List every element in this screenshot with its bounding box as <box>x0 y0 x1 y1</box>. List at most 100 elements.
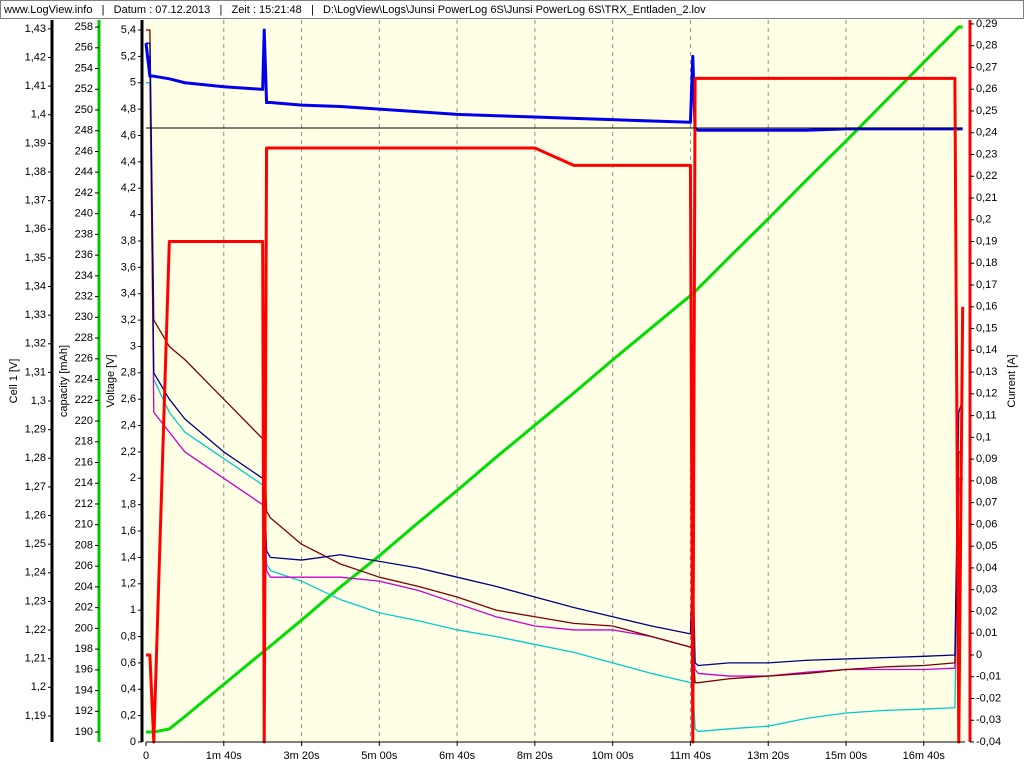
y-tick-label: 202 <box>75 602 93 614</box>
y-tick-label: 1,29 <box>25 424 46 436</box>
y-tick-label: 236 <box>75 249 93 261</box>
x-tick-label: 10m 00s <box>592 750 635 762</box>
y-tick-label: 0,8 <box>121 630 136 642</box>
grid <box>223 20 925 742</box>
y-tick-label: 1,39 <box>25 137 46 149</box>
y-tick-label: 1,32 <box>25 338 46 350</box>
y-tick-label: 200 <box>75 622 93 634</box>
y-tick-label: 2,4 <box>121 419 136 431</box>
x-tick-label: 11m 40s <box>670 750 712 762</box>
y-tick-label: 1,6 <box>121 525 136 537</box>
y-tick-label: 4 <box>130 209 136 221</box>
y-tick-label: 0,04 <box>976 562 997 574</box>
y-axis-title: Voltage [V] <box>105 354 117 407</box>
y-tick-label: 0,07 <box>976 497 997 509</box>
y-tick-label: 0,24 <box>976 127 997 139</box>
y-tick-label: 226 <box>75 353 93 365</box>
y-tick-label: 220 <box>75 415 93 427</box>
y-tick-label: 1,2 <box>121 578 136 590</box>
y-tick-label: 192 <box>75 705 93 717</box>
y-tick-label: 230 <box>75 311 93 323</box>
y-tick-label: 0,26 <box>976 83 997 95</box>
y-tick-label: 1,31 <box>25 366 46 378</box>
y-tick-label: 1,26 <box>25 509 46 521</box>
x-tick-label: 1m 40s <box>206 750 243 762</box>
y-tick-label: 1,37 <box>25 195 46 207</box>
y-tick-label: 1 <box>130 604 136 616</box>
y-tick-label: 0,25 <box>976 105 997 117</box>
y-tick-label: 2,2 <box>121 446 136 458</box>
y-tick-label: 0 <box>130 736 136 748</box>
y-tick-label: 4,6 <box>121 129 136 141</box>
y-tick-label: 0,14 <box>976 344 997 356</box>
y-tick-label: -0,04 <box>976 736 1001 748</box>
y-tick-label: 208 <box>75 539 93 551</box>
y-axis-title: Cell 1 [V] <box>8 359 20 404</box>
plot-area <box>146 20 965 742</box>
y-tick-label: 198 <box>75 643 93 655</box>
y-tick-label: 256 <box>75 42 93 54</box>
series-line <box>146 82 964 733</box>
y-tick-label: 1,27 <box>25 481 46 493</box>
y-tick-label: 0,16 <box>976 301 997 313</box>
y-tick-label: 218 <box>75 436 93 448</box>
y-tick-label: -0,02 <box>976 692 1001 704</box>
y-tick-label: 3,2 <box>121 314 136 326</box>
y-tick-label: 248 <box>75 125 93 137</box>
y-tick-label: 204 <box>75 581 93 593</box>
y-tick-label: 1,8 <box>121 499 136 511</box>
y-tick-label: 0,11 <box>976 410 997 422</box>
header-text: www.LogView.info | Datum : 07.12.2013 | … <box>3 4 706 16</box>
y-tick-label: 196 <box>75 664 93 676</box>
y-tick-label: 1,38 <box>25 166 46 178</box>
y-tick-label: 212 <box>75 498 93 510</box>
y-tick-label: 0,28 <box>976 40 997 52</box>
y-tick-label: 0,15 <box>976 322 997 334</box>
y-tick-label: 238 <box>75 228 93 240</box>
y-tick-label: 1,2 <box>31 681 46 693</box>
y-tick-label: 3 <box>130 340 136 352</box>
y-tick-label: 1,28 <box>25 452 46 464</box>
y-tick-label: 0,2 <box>121 710 136 722</box>
y-tick-label: -0,01 <box>976 671 1001 683</box>
y-axis-title: capacity [mAh] <box>58 345 70 417</box>
y-tick-label: 1,21 <box>25 653 46 665</box>
y-tick-label: 0,19 <box>976 235 997 247</box>
y-tick-label: 0,13 <box>976 366 997 378</box>
y-tick-label: 5,4 <box>121 24 136 36</box>
y-tick-label: 2,8 <box>121 367 136 379</box>
y-tick-label: 1,43 <box>25 23 46 35</box>
y-tick-label: 1,25 <box>25 538 46 550</box>
y-tick-label: 1,34 <box>25 280 46 292</box>
x-tick-label: 6m 40s <box>439 750 476 762</box>
y-tick-label: 0,03 <box>976 584 997 596</box>
y-tick-label: 250 <box>75 104 93 116</box>
y-tick-label: 1,4 <box>121 551 136 563</box>
y-tick-label: 2 <box>130 472 136 484</box>
y-tick-label: 1,41 <box>25 80 46 92</box>
y-tick-label: 214 <box>75 477 93 489</box>
x-tick-label: 0 <box>143 750 149 762</box>
y-tick-label: 4,4 <box>121 156 136 168</box>
y-tick-label: 3,6 <box>121 261 136 273</box>
series-line <box>146 29 963 684</box>
y-tick-label: 216 <box>75 456 93 468</box>
y-tick-label: 2,6 <box>121 393 136 405</box>
y-tick-label: 242 <box>75 187 93 199</box>
y-tick-label: 1,4 <box>31 109 46 121</box>
y-tick-label: 0,12 <box>976 388 997 400</box>
y-tick-label: 0,27 <box>976 61 997 73</box>
series-line <box>146 76 965 744</box>
y-tick-label: 1,33 <box>25 309 46 321</box>
y-tick-label: 0,6 <box>121 657 136 669</box>
y-tick-label: 0,22 <box>976 170 997 182</box>
y-tick-label: 0,21 <box>976 192 997 204</box>
y-tick-label: 0,09 <box>976 453 997 465</box>
x-tick-label: 8m 20s <box>517 750 554 762</box>
x-tick-label: 3m 20s <box>284 750 321 762</box>
y-tick-label: 228 <box>75 332 93 344</box>
x-tick-label: 15m 00s <box>825 750 868 762</box>
y-tick-label: 252 <box>75 83 93 95</box>
y-tick-label: 5 <box>130 77 136 89</box>
y-tick-label: 210 <box>75 519 93 531</box>
